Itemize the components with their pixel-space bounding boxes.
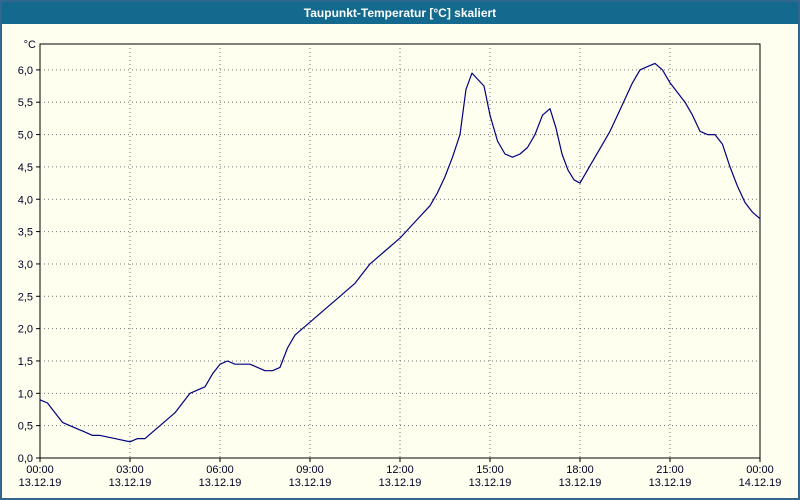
x-axis-date-label: 13.12.19 bbox=[289, 477, 332, 489]
plot-frame bbox=[39, 43, 761, 459]
y-axis-unit-label: °C bbox=[24, 39, 36, 51]
x-axis-time-label: 00:00 bbox=[26, 464, 54, 476]
y-axis-tick-label: 3,0 bbox=[18, 259, 33, 271]
y-axis-tick-label: 0,5 bbox=[18, 421, 33, 433]
x-axis-date-label: 13.12.19 bbox=[379, 477, 422, 489]
x-axis-date-label: 13.12.19 bbox=[469, 477, 512, 489]
y-axis-tick-label: 1,5 bbox=[18, 356, 33, 368]
x-axis-date-label: 14.12.19 bbox=[739, 477, 782, 489]
y-axis-tick-label: 5,5 bbox=[18, 97, 33, 109]
x-axis-time-label: 09:00 bbox=[296, 464, 324, 476]
x-axis-time-label: 00:00 bbox=[746, 464, 774, 476]
x-axis-date-label: 13.12.19 bbox=[199, 477, 242, 489]
x-axis-time-label: 15:00 bbox=[476, 464, 504, 476]
y-axis-tick-label: 0,0 bbox=[18, 453, 33, 465]
chart-area: 0,0 0,5 1,0 1,5 2,0 2,5 3,0 3,5 4,0 4,5 5,0 5,5 6,0 °… bbox=[2, 24, 798, 498]
y-axis-tick-label: 1,0 bbox=[18, 388, 33, 400]
y-axis-tick-label: 3,5 bbox=[18, 227, 33, 239]
x-axis-time-label: 03:00 bbox=[116, 464, 144, 476]
y-axis-tick-label: 4,5 bbox=[18, 162, 33, 174]
y-axis-tick-label: 5,0 bbox=[18, 130, 33, 142]
x-axis-time-label: 21:00 bbox=[656, 464, 684, 476]
y-axis-tick-label: 2,5 bbox=[18, 291, 33, 303]
y-axis-tick-label: 2,0 bbox=[18, 324, 33, 336]
dew-point-line-chart: 0,0 0,5 1,0 1,5 2,0 2,5 3,0 3,5 4,0 4,5 5,0 5,5 6,0 °… bbox=[18, 39, 782, 489]
x-axis-date-label: 13.12.19 bbox=[19, 477, 62, 489]
chart-title-bar: Taupunkt-Temperatur [°C] skaliert bbox=[2, 2, 798, 24]
x-axis-date-label: 13.12.19 bbox=[109, 477, 152, 489]
x-axis-date-label: 13.12.19 bbox=[559, 477, 602, 489]
y-axis-tick-label: 4,0 bbox=[18, 194, 33, 206]
x-axis-time-label: 06:00 bbox=[206, 464, 234, 476]
dew-point-series-line bbox=[39, 62, 761, 443]
x-axis-time-label: 12:00 bbox=[386, 464, 414, 476]
x-axis-date-label: 13.12.19 bbox=[649, 477, 692, 489]
y-axis-tick-label: 6,0 bbox=[18, 65, 33, 77]
x-axis-time-label: 18:00 bbox=[566, 464, 594, 476]
